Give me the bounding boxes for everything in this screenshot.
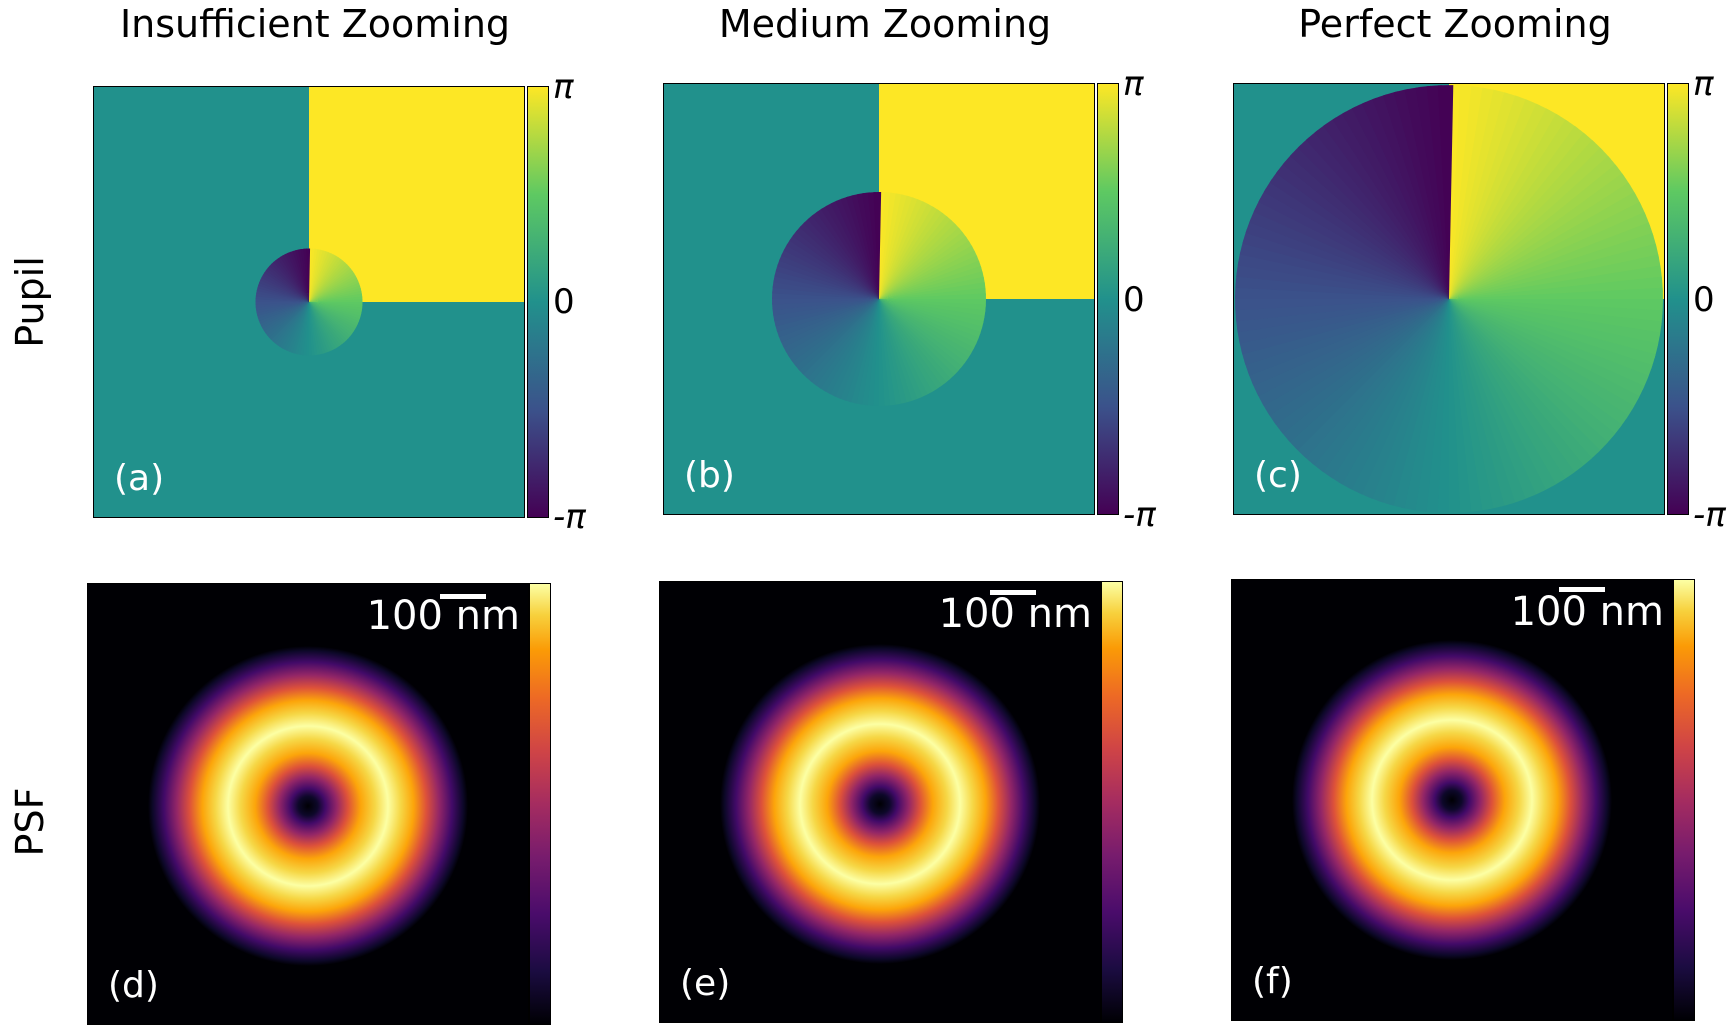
panel-label: (b)	[684, 455, 735, 496]
colorbar-tick-neg-pi: -π	[1693, 495, 1726, 535]
colorbar-tick-neg-pi: -π	[1123, 495, 1156, 535]
psf-colorbar	[529, 583, 551, 1025]
colorbar-tick-pi: π	[1693, 64, 1714, 104]
pupil-colorbar	[527, 86, 549, 518]
scale-bar	[440, 594, 486, 599]
scale-bar	[1559, 587, 1605, 592]
panel-label: (d)	[108, 965, 159, 1006]
column-title-insufficient: Insufficient Zooming	[119, 2, 511, 46]
panel-label: (a)	[114, 458, 165, 499]
colorbar-tick-pi: π	[553, 67, 574, 107]
panel-label: (f)	[1252, 961, 1293, 1002]
scale-bar-label: 100 nm	[1510, 589, 1664, 635]
column-title-medium: Medium Zooming	[718, 2, 1052, 46]
pupil-phase-image	[1234, 84, 1664, 514]
panel-label: (c)	[1254, 455, 1302, 496]
scale-bar-label: 100 nm	[938, 591, 1092, 637]
colorbar-tick-zero: 0	[1123, 280, 1145, 320]
colorbar-tick-pi: π	[1123, 64, 1144, 104]
column-title-perfect: Perfect Zooming	[1298, 2, 1612, 46]
psf-donut-image	[1232, 580, 1672, 1020]
scale-bar	[990, 590, 1036, 595]
psf-panel-e: 100 nm (e)	[659, 581, 1101, 1023]
panel-label: (e)	[680, 963, 731, 1004]
psf-colorbar	[1101, 581, 1123, 1023]
pupil-panel-b: (b)	[663, 83, 1095, 515]
psf-donut-image	[660, 582, 1100, 1022]
psf-panel-f: 100 nm (f)	[1231, 579, 1673, 1021]
pupil-panel-c: (c)	[1233, 83, 1665, 515]
pupil-phase-image	[664, 84, 1094, 514]
pupil-colorbar	[1667, 83, 1689, 515]
row-label-pupil: Pupil	[8, 256, 52, 348]
pupil-colorbar	[1097, 83, 1119, 515]
colorbar-tick-neg-pi: -π	[553, 497, 586, 537]
colorbar-tick-zero: 0	[1693, 280, 1715, 320]
pupil-phase-image	[94, 87, 524, 517]
psf-colorbar	[1673, 579, 1695, 1021]
row-label-psf: PSF	[8, 787, 52, 857]
psf-panel-d: 100 nm (d)	[87, 583, 529, 1025]
scale-bar-label: 100 nm	[366, 593, 520, 639]
pupil-panel-a: (a)	[93, 86, 525, 518]
colorbar-tick-zero: 0	[553, 282, 575, 322]
psf-donut-image	[88, 584, 528, 1024]
